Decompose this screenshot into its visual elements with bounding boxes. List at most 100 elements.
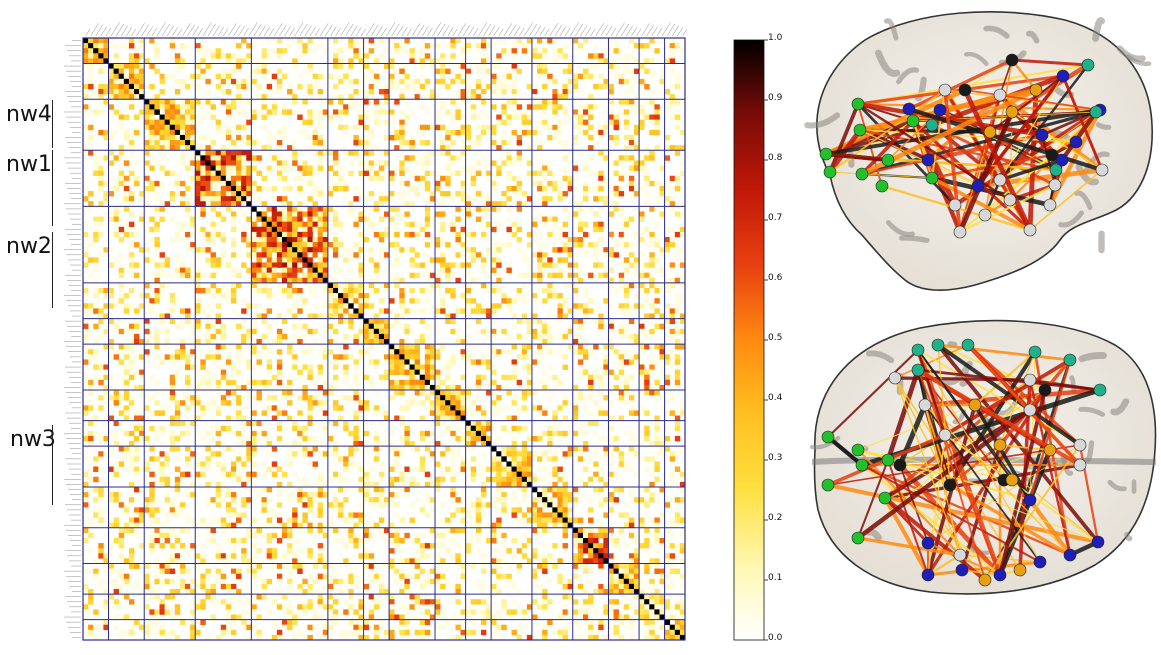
matrix-cell: [98, 231, 104, 238]
matrix-cell: [190, 231, 196, 238]
matrix-cell: [200, 359, 206, 365]
matrix-cell: [256, 170, 262, 177]
matrix-cell: [128, 400, 135, 406]
matrix-cell: [185, 247, 191, 253]
matrix-cell: [159, 201, 165, 207]
matrix-cell: [679, 201, 686, 207]
matrix-cell: [220, 486, 227, 493]
matrix-cell: [582, 180, 589, 187]
matrix-cell: [475, 206, 482, 212]
matrix-cell: [414, 150, 421, 156]
matrix-cell: [261, 308, 267, 314]
matrix-cell: [628, 185, 635, 192]
matrix-cell: [588, 349, 594, 355]
matrix-cell: [83, 185, 89, 192]
matrix-cell: [531, 333, 538, 340]
matrix-cell: [480, 201, 487, 207]
matrix-cell: [460, 461, 466, 467]
matrix-cell: [363, 63, 369, 69]
matrix-cell: [557, 48, 563, 54]
matrix-cell: [343, 298, 349, 304]
matrix-cell: [266, 379, 273, 386]
matrix-cell: [674, 415, 681, 421]
matrix-cell: [108, 318, 114, 324]
matrix-cell: [317, 43, 324, 49]
matrix-cell: [358, 405, 364, 411]
matrix-cell: [353, 410, 359, 416]
matrix-cell: [470, 471, 477, 478]
matrix-cell: [424, 344, 431, 350]
matrix-cell: [557, 94, 563, 100]
matrix-cell: [230, 471, 237, 478]
matrix-cell: [378, 502, 385, 508]
matrix-cell: [287, 497, 293, 503]
matrix-cell: [83, 481, 89, 488]
matrix-cell: [368, 221, 375, 228]
matrix-cell: [358, 349, 364, 355]
matrix-cell: [159, 461, 165, 467]
matrix-cell: [588, 390, 594, 396]
matrix-cell: [542, 446, 548, 452]
matrix-cell: [628, 89, 635, 95]
matrix-cell: [582, 308, 589, 314]
matrix-cell: [220, 99, 227, 105]
matrix-cell: [429, 476, 436, 483]
matrix-cell: [521, 272, 528, 279]
matrix-cell: [491, 461, 497, 467]
matrix-cell: [547, 104, 553, 110]
matrix-cell: [537, 277, 543, 284]
matrix-cell: [526, 471, 533, 478]
matrix-cell: [460, 94, 466, 100]
matrix-cell: [159, 180, 165, 187]
matrix-cell: [281, 262, 288, 268]
matrix-cell: [424, 287, 431, 294]
matrix-cell: [144, 114, 150, 120]
matrix-cell: [496, 63, 502, 69]
matrix-cell: [501, 328, 507, 335]
matrix-cell: [669, 349, 676, 355]
matrix-cell: [287, 257, 293, 263]
matrix-cell: [195, 114, 201, 120]
matrix-cell: [664, 196, 670, 202]
matrix-cell: [93, 226, 99, 233]
matrix-cell: [577, 390, 584, 396]
matrix-cell: [281, 221, 288, 228]
matrix-cell: [225, 415, 232, 421]
matrix-cell: [292, 231, 298, 238]
matrix-cell: [537, 405, 543, 411]
matrix-cell: [674, 83, 681, 90]
matrix-cell: [480, 451, 487, 457]
matrix-cell: [317, 252, 324, 258]
matrix-cell: [108, 129, 114, 136]
matrix-cell: [435, 236, 441, 243]
matrix-cell: [210, 323, 216, 330]
matrix-cell: [598, 180, 604, 187]
matrix-cell: [88, 384, 94, 391]
matrix-cell: [179, 390, 186, 396]
matrix-cell: [297, 216, 303, 222]
matrix-cell: [139, 94, 145, 100]
matrix-cell: [593, 471, 599, 478]
matrix-cell: [552, 486, 558, 493]
matrix-cell: [246, 216, 252, 222]
matrix-cell: [526, 481, 533, 488]
matrix-cell: [276, 38, 283, 44]
matrix-cell: [312, 481, 318, 488]
matrix-cell: [562, 405, 568, 411]
matrix-cell: [118, 267, 125, 273]
matrix-cell: [506, 170, 512, 177]
matrix-cell: [144, 83, 150, 90]
matrix-cell: [210, 175, 216, 182]
matrix-cell: [659, 38, 665, 44]
matrix-cell: [511, 83, 517, 90]
matrix-cell: [429, 349, 436, 355]
matrix-cell: [169, 420, 176, 427]
matrix-cell: [297, 430, 303, 437]
matrix-cell: [440, 390, 446, 396]
matrix-cell: [572, 89, 579, 95]
matrix-cell: [292, 94, 298, 100]
matrix-cell: [491, 73, 497, 80]
matrix-cell: [465, 165, 472, 171]
matrix-cell: [470, 175, 477, 182]
